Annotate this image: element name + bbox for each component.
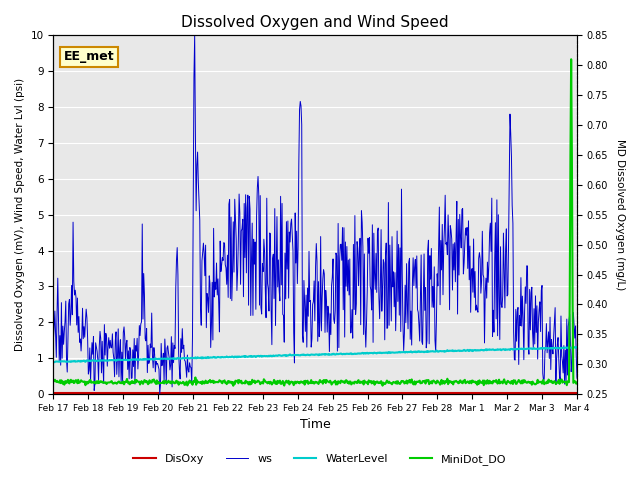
MiniDot_DO <box>573 380 581 385</box>
WaterLevel <box>395 349 403 355</box>
Y-axis label: MD Dissolved Oxygen (mg/L): MD Dissolved Oxygen (mg/L) <box>615 139 625 290</box>
DisOxy <box>194 391 202 396</box>
ws <box>59 323 67 329</box>
WaterLevel <box>51 360 58 365</box>
DisOxy <box>573 391 581 396</box>
WaterLevel <box>167 356 175 361</box>
Y-axis label: Dissolved Oxygen (mV), Wind Speed, Water Lvl (psi): Dissolved Oxygen (mV), Wind Speed, Water… <box>15 78 25 351</box>
MiniDot_DO <box>113 381 120 386</box>
ws <box>195 198 203 204</box>
Legend: DisOxy, ws, WaterLevel, MiniDot_DO: DisOxy, ws, WaterLevel, MiniDot_DO <box>129 450 511 469</box>
ws <box>49 336 57 342</box>
Line: ws: ws <box>53 36 577 394</box>
DisOxy <box>379 391 387 396</box>
DisOxy <box>394 391 402 396</box>
DisOxy <box>113 391 120 396</box>
Line: WaterLevel: WaterLevel <box>53 347 577 362</box>
Text: EE_met: EE_met <box>64 50 115 63</box>
ws <box>156 391 164 397</box>
WaterLevel <box>60 359 67 364</box>
DisOxy <box>166 391 173 396</box>
WaterLevel <box>114 357 122 362</box>
MiniDot_DO <box>567 56 575 62</box>
Line: MiniDot_DO: MiniDot_DO <box>53 59 577 386</box>
WaterLevel <box>49 359 57 365</box>
MiniDot_DO <box>380 380 387 385</box>
ws <box>113 372 120 377</box>
Title: Dissolved Oxygen and Wind Speed: Dissolved Oxygen and Wind Speed <box>181 15 449 30</box>
WaterLevel <box>380 350 387 356</box>
MiniDot_DO <box>229 383 237 389</box>
WaterLevel <box>195 355 202 361</box>
MiniDot_DO <box>395 381 403 386</box>
MiniDot_DO <box>166 380 173 385</box>
DisOxy <box>59 391 67 396</box>
X-axis label: Time: Time <box>300 419 331 432</box>
DisOxy <box>49 391 57 396</box>
MiniDot_DO <box>49 379 57 384</box>
ws <box>380 260 388 266</box>
WaterLevel <box>573 344 581 350</box>
ws <box>167 362 175 368</box>
MiniDot_DO <box>59 381 67 387</box>
ws <box>191 33 198 38</box>
ws <box>396 312 403 318</box>
MiniDot_DO <box>194 380 202 385</box>
ws <box>573 375 581 381</box>
